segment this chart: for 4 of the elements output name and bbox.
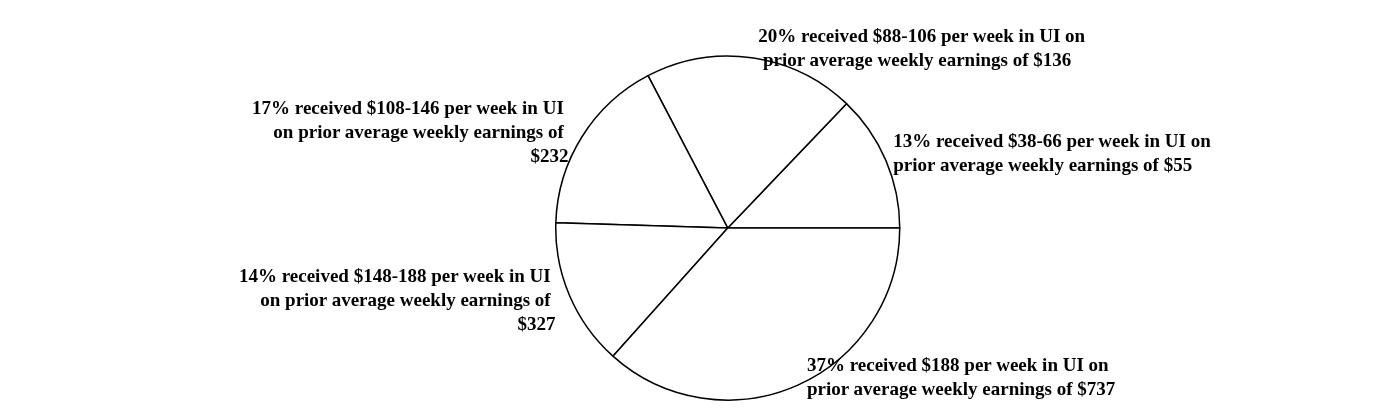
slice-label: 14% received $148-188 per week in UI on prior average weekly earnings of $327	[238, 265, 556, 335]
slice-label: 17% received $108-146 per week in UI on prior average weekly earnings of $232	[252, 96, 569, 166]
slice-label: 13% received $38-66 per week in UI on prior average weekly earnings of $55	[893, 129, 1216, 175]
slice-label: 20% received $88-106 per week in UI on prior average weekly earnings of $136	[758, 25, 1086, 71]
